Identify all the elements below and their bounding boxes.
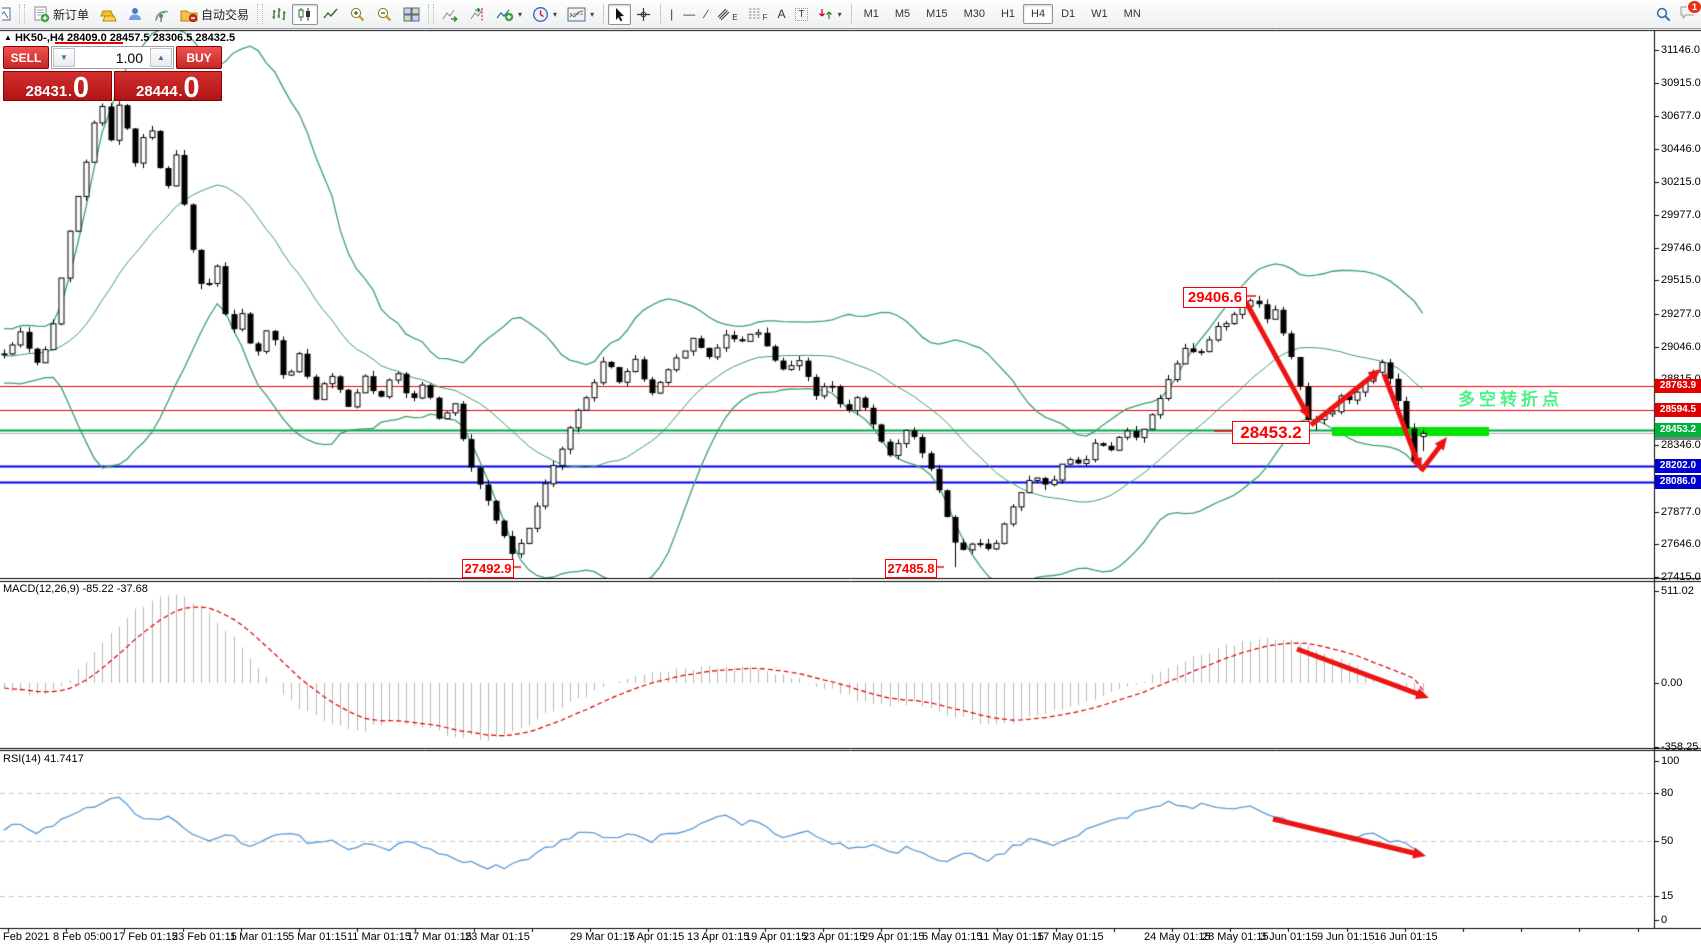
time-axis-label: 23 Mar 01:15 [465, 931, 530, 943]
macd-axis-tick: 0.00 [1661, 677, 1683, 689]
sell-price-dot: . [68, 84, 72, 99]
time-axis-label: Feb 2021 [3, 931, 50, 943]
buy-price-main: 28444 [136, 83, 178, 100]
sell-price-big-digit: 0 [72, 72, 89, 104]
price-axis-tick: 29746.0 [1661, 242, 1701, 254]
time-axis-label: 11 May 01:15 [978, 931, 1044, 943]
time-axis-label: 1 Mar 01:15 [230, 931, 289, 943]
buy-price-display[interactable]: 28444. 0 [113, 71, 222, 104]
price-level-tag: 28086.0 [1655, 475, 1701, 489]
time-axis-label: 9 Jun 01:15 [1317, 931, 1375, 943]
rsi-label: RSI(14) 41.7417 [3, 753, 84, 765]
price-axis-tick: 29277.0 [1661, 308, 1701, 320]
volume-stepper: ▼ 1.00 ▲ [51, 46, 174, 69]
volume-decrease-button[interactable]: ▼ [53, 48, 75, 67]
buy-price-big-digit: 0 [183, 72, 200, 104]
price-axis-tick: 31146.0 [1661, 44, 1700, 56]
rsi-axis-tick: 50 [1661, 835, 1674, 847]
price-level-tag: 28594.5 [1655, 403, 1701, 417]
macd-axis-tick: -358.25 [1661, 741, 1699, 753]
sell-price-main: 28431 [25, 83, 68, 100]
price-axis-tick: 28346.0 [1661, 439, 1701, 451]
time-axis-label: 23 Apr 01:15 [803, 931, 866, 943]
rsi-axis-tick: 15 [1661, 890, 1674, 902]
volume-value[interactable]: 1.00 [115, 49, 143, 66]
buy-price-dot: . [178, 84, 183, 99]
panel-accent-line [55, 42, 123, 44]
price-axis-tick: 30446.0 [1661, 143, 1701, 155]
time-axis-label: 5 May 01:15 [922, 931, 983, 943]
time-axis-label: 28 May 01:15 [1202, 931, 1269, 943]
buy-button[interactable]: BUY [176, 46, 222, 69]
price-axis-tick: 30677.0 [1661, 110, 1701, 122]
time-axis-label: 17 Mar 01:15 [407, 931, 472, 943]
time-axis-label: 29 Mar 01:15 [570, 931, 635, 943]
price-axis-tick: 30215.0 [1661, 176, 1701, 188]
sell-price-display[interactable]: 28431. 0 [3, 71, 112, 104]
price-annotation-label[interactable]: 27492.9 [462, 559, 514, 578]
time-axis-label: 7 Apr 01:15 [628, 931, 685, 943]
price-level-tag: 28202.0 [1655, 459, 1701, 473]
macd-axis-tick: 511.02 [1661, 585, 1694, 597]
symbol-ohlc: 28409.0 28457.5 28306.5 28432.5 [66, 32, 236, 44]
time-axis-label: 29 Apr 01:15 [862, 931, 925, 943]
time-axis-label: 17 Feb 01:15 [113, 931, 178, 943]
time-axis-label: 23 Feb 01:15 [172, 931, 237, 943]
volume-increase-button[interactable]: ▲ [150, 48, 172, 67]
rsi-axis-tick: 0 [1661, 914, 1668, 926]
price-axis-tick: 29515.0 [1661, 274, 1701, 286]
time-axis-label: 11 Mar 01:15 [347, 931, 412, 943]
price-annotation-label[interactable]: 28453.2 [1232, 421, 1310, 444]
time-axis-label: 3 Jun 01:15 [1260, 931, 1318, 943]
time-axis-label: 19 Apr 01:15 [745, 931, 808, 943]
time-axis-label: 5 Mar 01:15 [288, 931, 347, 943]
rsi-axis-tick: 80 [1661, 787, 1674, 799]
time-axis-label: 24 May 01:15 [1144, 931, 1211, 943]
macd-label: MACD(12,26,9) -85.22 -37.68 [3, 583, 148, 595]
one-click-trading-panel: SELL ▼ 1.00 ▲ BUY 28431. 0 28444. 0 [3, 42, 222, 104]
price-axis-tick: 30915.0 [1661, 77, 1701, 89]
time-axis-label: 13 Apr 01:15 [687, 931, 750, 943]
symbol-arrow-icon: ▲ [4, 33, 12, 42]
price-axis-tick: 29046.0 [1661, 341, 1701, 353]
price-annotation-label[interactable]: 27485.8 [885, 559, 937, 578]
annotation-note-text[interactable]: 多空转折点 [1458, 390, 1563, 409]
price-annotation-label[interactable]: 29406.6 [1183, 287, 1247, 308]
price-axis-tick: 27877.0 [1661, 506, 1701, 518]
symbol-name: HK50-,H4 [14, 32, 64, 44]
time-axis-label: 16 Jun 01:15 [1374, 931, 1438, 943]
price-axis-tick: 29977.0 [1661, 209, 1701, 221]
sell-button[interactable]: SELL [3, 46, 49, 69]
time-axis-label: 17 May 01:15 [1037, 931, 1104, 943]
price-axis-tick: 27415.0 [1661, 571, 1701, 583]
rsi-axis-tick: 100 [1661, 755, 1680, 767]
time-axis-label: 8 Feb 05:00 [53, 931, 112, 943]
symbol-info: ▲ HK50-,H4 28409.0 28457.5 28306.5 28432… [4, 32, 235, 44]
price-level-tag: 28453.2 [1655, 423, 1701, 437]
price-level-tag: 28763.9 [1655, 379, 1701, 393]
price-axis-tick: 27646.0 [1661, 538, 1701, 550]
